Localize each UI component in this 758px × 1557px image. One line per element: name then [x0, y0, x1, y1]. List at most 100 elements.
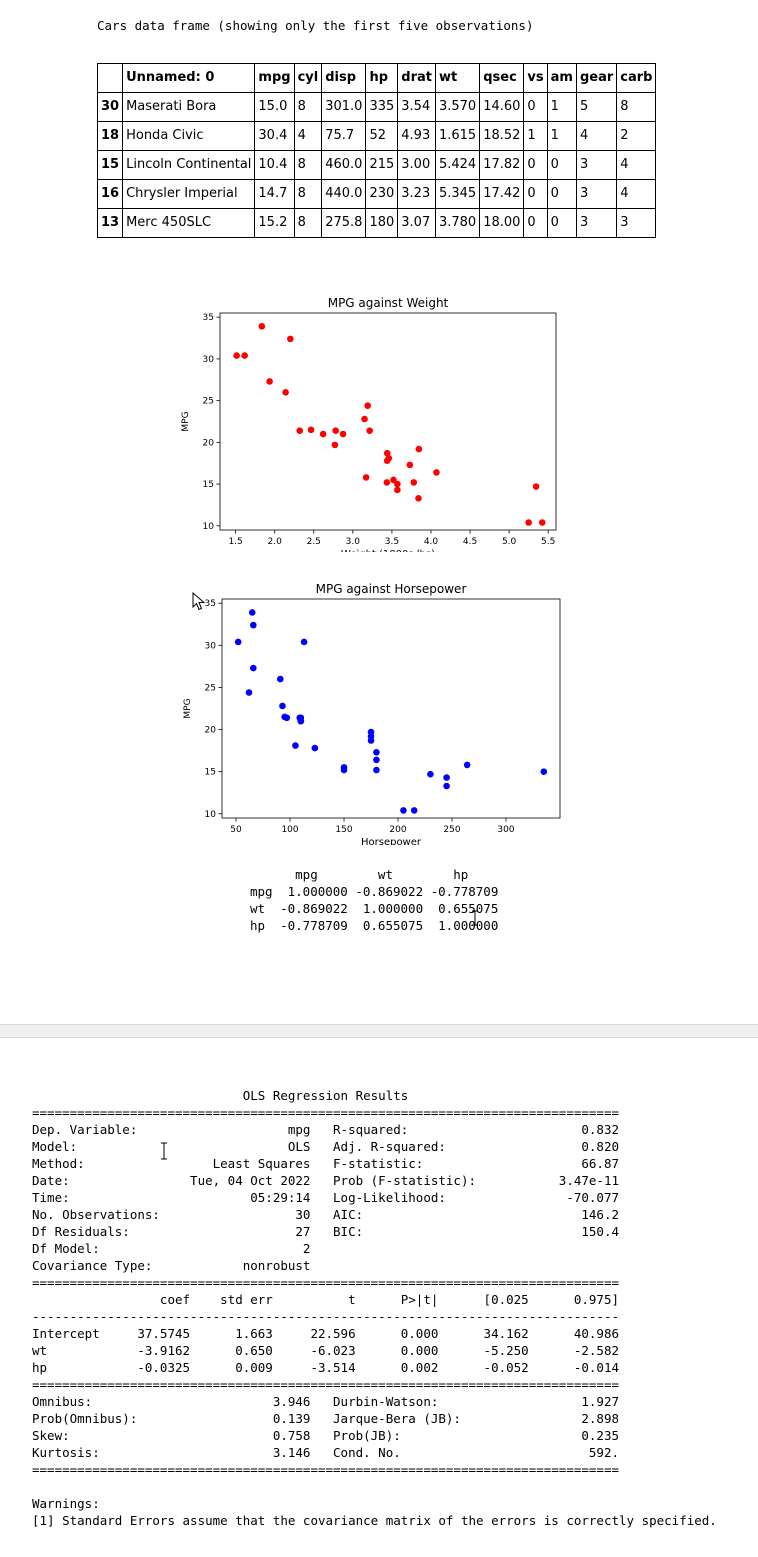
table-cell: 3.570 [434, 92, 481, 122]
data-point [331, 441, 339, 449]
row-index: 18 [96, 121, 124, 151]
table-cell: 17.82 [479, 150, 525, 180]
data-point [540, 768, 548, 775]
table-cell: Honda Civic [122, 121, 256, 151]
data-point [373, 766, 380, 774]
table-row: 30 Maserati Bora 15.0 8 301.0 335 3.54 3.570 14.… [96, 92, 657, 122]
table-cell: 15.2 [254, 208, 295, 238]
table-cell: 14.60 [479, 92, 525, 122]
data-point [394, 480, 401, 488]
y-tick-label: 15 [203, 480, 214, 490]
data-point [248, 609, 256, 616]
table-cell: 3.23 [397, 179, 436, 209]
data-point [340, 766, 348, 774]
x-axis-label: Weight (1000s lbs) [341, 549, 435, 552]
data-point [362, 474, 370, 481]
table-cell: 4 [575, 121, 618, 151]
column-header: qsec [479, 63, 525, 93]
row-index: 16 [96, 179, 124, 209]
table-cell: 3.780 [434, 208, 481, 238]
table-row: 15 Lincoln Continental 10.4 8 460.0 215 3.00 5.… [96, 150, 657, 180]
table-cell: 3.07 [397, 208, 436, 238]
column-header: Unnamed: 0 [122, 63, 256, 93]
y-tick-label: 10 [203, 522, 215, 532]
column-header: am [546, 63, 577, 93]
table-cell: 8 [293, 179, 323, 209]
x-tick-label: 2.0 [268, 537, 283, 547]
table-cell: 180 [365, 208, 399, 238]
data-point [538, 519, 546, 526]
y-tick-label: 15 [205, 768, 216, 778]
row-index: 30 [96, 92, 124, 122]
chart-title: MPG against Horsepower [316, 582, 467, 596]
column-header: disp [321, 63, 367, 93]
x-tick-label: 150 [335, 825, 352, 835]
data-point [292, 742, 299, 749]
y-tick-label: 25 [203, 397, 214, 407]
table-cell: 0 [546, 150, 577, 180]
table-cell: 440.0 [321, 179, 367, 209]
table-cell: 3 [575, 179, 618, 209]
table-cell: 8 [293, 208, 323, 238]
table-cell: 0 [523, 208, 548, 238]
ols-summary: OLS Regression Results =================… [32, 1088, 619, 1477]
table-cell: 0 [523, 92, 548, 122]
data-point [277, 675, 284, 683]
data-point [383, 479, 391, 486]
table-cell: 3.00 [397, 150, 436, 180]
plot-frame [219, 312, 557, 531]
data-point [406, 461, 414, 469]
table-cell: 17.42 [479, 179, 525, 209]
data-point [373, 749, 380, 756]
table-cell: 75.7 [321, 121, 367, 151]
y-axis-label: MPG [183, 698, 193, 718]
data-point [367, 728, 375, 736]
data-point [415, 494, 422, 502]
x-tick-label: 2.5 [307, 537, 321, 547]
table-cell: 18.52 [479, 121, 525, 151]
column-header: mpg [254, 63, 295, 93]
table-cell: 5 [575, 92, 618, 122]
y-tick-label: 30 [205, 641, 217, 651]
table-cell: 460.0 [321, 150, 367, 180]
y-axis-label: MPG [181, 411, 191, 431]
x-tick-label: 4.5 [463, 537, 477, 547]
table-cell: Merc 450SLC [122, 208, 256, 238]
data-point [250, 621, 257, 629]
data-point [332, 427, 339, 434]
table-cell: 8 [293, 92, 323, 122]
table-cell: Maserati Bora [122, 92, 256, 122]
table-cell: 18.00 [479, 208, 525, 238]
table-cell: 3 [616, 208, 657, 238]
column-header: hp [365, 63, 399, 93]
table-cell: 5.345 [434, 179, 481, 209]
table-cell: 10.4 [254, 150, 295, 180]
data-point [410, 807, 418, 814]
data-point [361, 415, 368, 423]
table-cell: 215 [365, 150, 399, 180]
table-cell: 3.54 [397, 92, 436, 122]
data-point [427, 770, 434, 778]
data-point [245, 689, 253, 696]
y-tick-label: 30 [203, 355, 215, 365]
y-tick-label: 35 [203, 313, 214, 323]
data-point [266, 378, 273, 385]
table-cell: Lincoln Continental [122, 150, 256, 180]
text-cursor-icon [161, 1142, 167, 1160]
table-cell: 1 [546, 121, 577, 151]
column-header: cyl [293, 63, 323, 93]
x-tick-label: 50 [230, 825, 242, 835]
data-point [433, 469, 440, 476]
cars-table: Unnamed: 0 mpg cyl disp hp drat wt qsec vs am gear… [96, 63, 657, 238]
y-tick-label: 35 [205, 599, 216, 609]
column-header: wt [434, 63, 481, 93]
data-point [443, 782, 450, 790]
text-cursor-icon [472, 910, 478, 926]
table-row: 16 Chrysler Imperial 14.7 8 440.0 230 3.23 5.34… [96, 179, 657, 209]
data-point [296, 427, 304, 434]
table-cell: 335 [365, 92, 399, 122]
table-cell: 3 [575, 208, 618, 238]
column-header [96, 63, 124, 93]
table-cell: 4 [616, 179, 657, 209]
plot-frame [221, 598, 561, 819]
